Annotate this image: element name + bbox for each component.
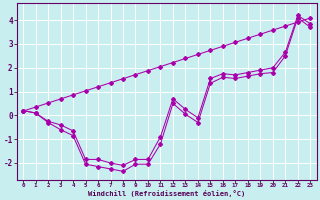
X-axis label: Windchill (Refroidissement éolien,°C): Windchill (Refroidissement éolien,°C) (88, 190, 245, 197)
